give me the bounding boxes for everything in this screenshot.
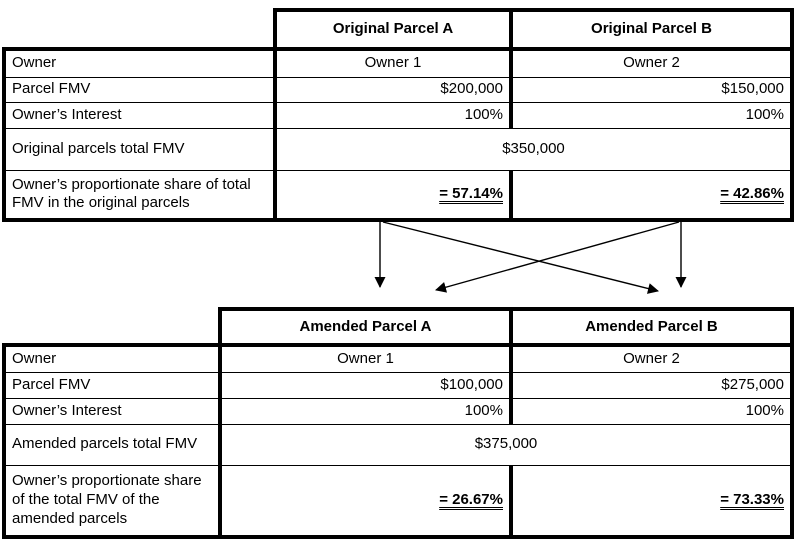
- original-parcel-a-header: Original Parcel A: [273, 8, 513, 51]
- amended-share-a: = 26.67%: [219, 464, 513, 539]
- amended-parcels-table: Amended Parcel A Amended Parcel B Owner …: [2, 307, 794, 539]
- original-share-a: = 57.14%: [274, 169, 513, 222]
- arrow-original-b-to-amended-a: [435, 221, 680, 293]
- original-parcel-b-header: Original Parcel B: [510, 8, 794, 51]
- amended-share-label: Owner’s proportionate share of the total…: [2, 464, 222, 539]
- amended-interest-b: 100%: [510, 397, 794, 425]
- amended-share-a-value: = 26.67%: [439, 490, 503, 508]
- original-share-a-value: = 57.14%: [439, 184, 503, 202]
- original-share-label: Owner’s proportionate share of total FMV…: [2, 169, 277, 222]
- original-header-spacer: [4, 10, 275, 49]
- original-owner-a: Owner 1: [274, 48, 513, 78]
- original-share-b-value: = 42.86%: [720, 184, 784, 202]
- original-owner-b: Owner 2: [510, 48, 794, 78]
- original-owner-label: Owner: [2, 47, 277, 78]
- amended-fmv-b: $275,000: [510, 371, 794, 399]
- original-fmv-label: Parcel FMV: [2, 76, 277, 103]
- amended-interest-label: Owner’s Interest: [2, 397, 222, 425]
- amended-header-spacer: [4, 309, 220, 345]
- original-interest-label: Owner’s Interest: [2, 101, 277, 129]
- original-share-b: = 42.86%: [510, 169, 794, 222]
- amended-owner-a: Owner 1: [219, 344, 513, 373]
- original-fmv-b: $150,000: [510, 76, 794, 103]
- amended-owner-label: Owner: [2, 343, 222, 373]
- amended-parcel-a-header: Amended Parcel A: [218, 307, 513, 347]
- amended-fmv-a: $100,000: [219, 371, 513, 399]
- arrow-original-a-to-amended-b: [382, 221, 659, 294]
- original-interest-b: 100%: [510, 101, 794, 129]
- amended-parcel-b-header: Amended Parcel B: [510, 307, 794, 347]
- amended-share-b: = 73.33%: [510, 464, 794, 539]
- amended-interest-a: 100%: [219, 397, 513, 425]
- original-total-label: Original parcels total FMV: [2, 127, 277, 171]
- original-interest-a: 100%: [274, 101, 513, 129]
- amended-share-b-value: = 73.33%: [720, 490, 784, 508]
- original-fmv-a: $200,000: [274, 76, 513, 103]
- original-total-value: $350,000: [274, 127, 794, 171]
- amended-total-label: Amended parcels total FMV: [2, 423, 222, 466]
- amended-owner-b: Owner 2: [510, 344, 794, 373]
- amended-fmv-label: Parcel FMV: [2, 371, 222, 399]
- original-parcels-table: Original Parcel A Original Parcel B Owne…: [2, 8, 794, 222]
- amended-total-value: $375,000: [219, 423, 794, 466]
